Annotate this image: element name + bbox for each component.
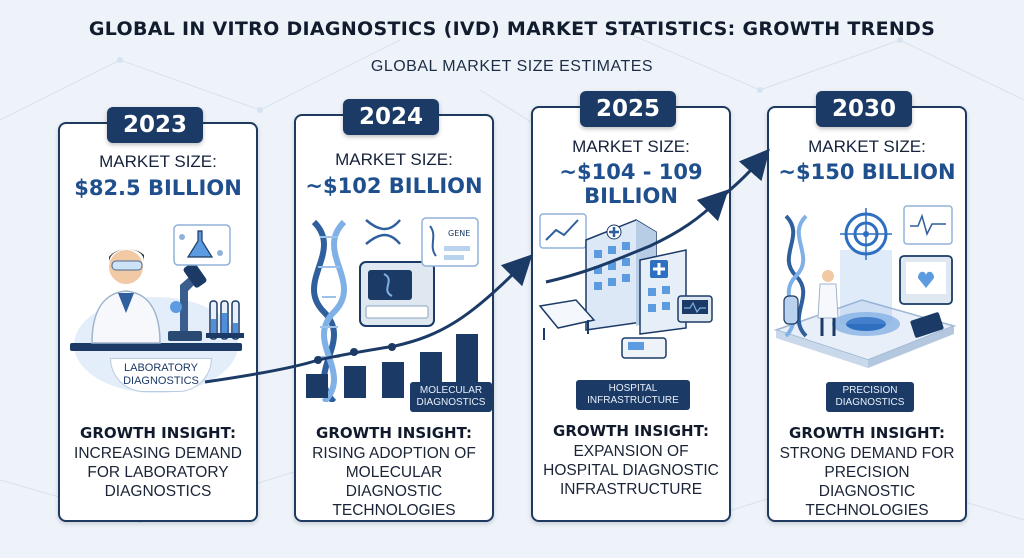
dna-analyzer-icon: GENE xyxy=(306,217,479,402)
growth-insight-text: STRONG DEMAND FOR PRECISION DIAGNOSTIC T… xyxy=(779,445,955,519)
growth-insight-text: INCREASING DEMAND FOR LABORATORY DIAGNOS… xyxy=(74,445,242,500)
page-subtitle: GLOBAL MARKET SIZE ESTIMATES xyxy=(370,58,654,75)
growth-insight-label: GROWTH INSIGHT: xyxy=(553,422,709,440)
hospital-building-icon xyxy=(538,213,713,359)
page-title: GLOBAL IN VITRO DIAGNOSTICS (IVD) MARKET… xyxy=(88,18,936,40)
badge-hospital-infrastructure: HOSPITAL INFRASTRUCTURE xyxy=(576,380,690,410)
market-size-label: MARKET SIZE: xyxy=(808,137,926,156)
market-size-label: MARKET SIZE: xyxy=(99,152,217,171)
badge-precision-diagnostics: PRECISION DIAGNOSTICS xyxy=(826,382,914,412)
year-badge-2025: 2025 xyxy=(580,91,676,127)
market-size-value: ~$102 BILLION xyxy=(305,174,483,198)
market-size-value: ~$150 BILLION xyxy=(778,160,956,184)
growth-insight-text: EXPANSION OF HOSPITAL DIAGNOSTIC INFRAST… xyxy=(543,443,719,498)
market-size-label: MARKET SIZE: xyxy=(335,150,453,169)
growth-insight-text: RISING ADOPTION OF MOLECULAR DIAGNOSTIC … xyxy=(312,445,476,519)
market-size-value: $82.5 BILLION xyxy=(74,176,242,200)
badge-laboratory-diagnostics: LABORATORY DIAGNOSTICS xyxy=(110,358,212,392)
market-size-label: MARKET SIZE: xyxy=(572,137,690,156)
precision-hologram-icon xyxy=(773,205,957,368)
year-badge-2023: 2023 xyxy=(107,107,203,143)
growth-insight-label: GROWTH INSIGHT: xyxy=(80,424,236,442)
growth-insight-label: GROWTH INSIGHT: xyxy=(316,424,472,442)
year-badge-2024: 2024 xyxy=(343,99,439,135)
market-size-value: ~$104 - 109 BILLION xyxy=(559,160,703,208)
growth-insight-label: GROWTH INSIGHT: xyxy=(789,424,945,442)
gene-label: GENE xyxy=(448,229,470,238)
badge-molecular-diagnostics: MOLECULAR DIAGNOSTICS xyxy=(410,382,492,412)
year-badge-2030: 2030 xyxy=(816,91,912,127)
